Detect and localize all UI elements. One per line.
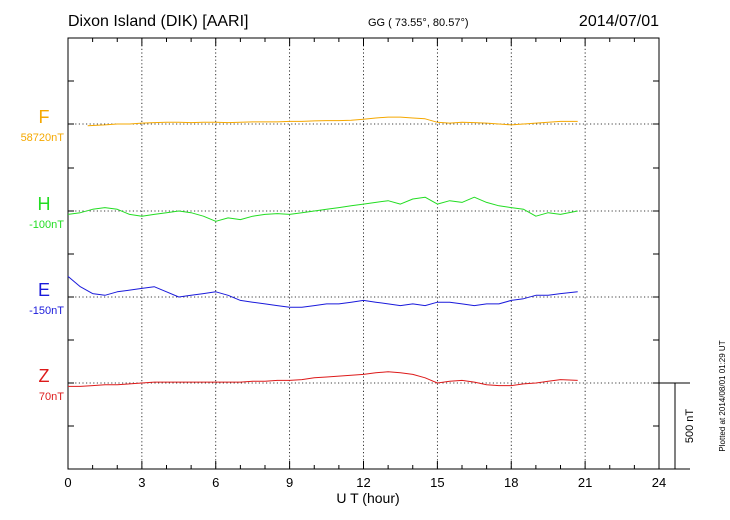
chart-date: 2014/07/01 [579, 13, 659, 30]
series-line-H [67, 196, 578, 222]
x-tick-label-0: 0 [64, 475, 71, 490]
axis-ticks [67, 38, 660, 469]
plotted-note: Plotted at 2014/08/01 01:29 UT [718, 340, 727, 451]
series-labels: F 58720nT H -100nT E -150nT Z 70nT [21, 107, 65, 403]
vertical-gridlines [141, 38, 586, 469]
series-name-H: H [38, 194, 51, 214]
chart-coords: GG ( 73.55°, 80.57°) [368, 17, 469, 29]
x-tick-label-21: 21 [578, 475, 592, 490]
series-name-F: F [39, 107, 50, 127]
x-tick-label-3: 3 [138, 475, 145, 490]
series-baseline-F: 58720nT [21, 132, 65, 144]
series-line-Z [68, 371, 578, 387]
series-baseline-H: -100nT [29, 219, 64, 231]
x-tick-labels: 0 3 6 9 12 15 18 21 24 [64, 475, 666, 490]
x-tick-label-12: 12 [356, 475, 370, 490]
x-tick-label-15: 15 [430, 475, 444, 490]
series-line-E [67, 276, 578, 308]
series-group [67, 116, 578, 387]
chart-title: Dixon Island (DIK) [AARI] [68, 13, 249, 30]
x-tick-label-18: 18 [504, 475, 518, 490]
series-line-F [87, 116, 578, 127]
plot-frame [67, 37, 660, 470]
series-name-Z: Z [39, 366, 50, 386]
x-axis-label: U T (hour) [336, 490, 399, 506]
x-tick-label-6: 6 [212, 475, 219, 490]
scale-bar: 500 nT [659, 382, 696, 470]
scale-bar-label: 500 nT [684, 409, 696, 444]
series-baseline-Z: 70nT [39, 391, 64, 403]
horizontal-gridlines [68, 123, 659, 384]
series-name-E: E [38, 280, 50, 300]
x-tick-label-24: 24 [652, 475, 666, 490]
x-tick-label-9: 9 [286, 475, 293, 490]
series-baseline-E: -150nT [29, 305, 64, 317]
